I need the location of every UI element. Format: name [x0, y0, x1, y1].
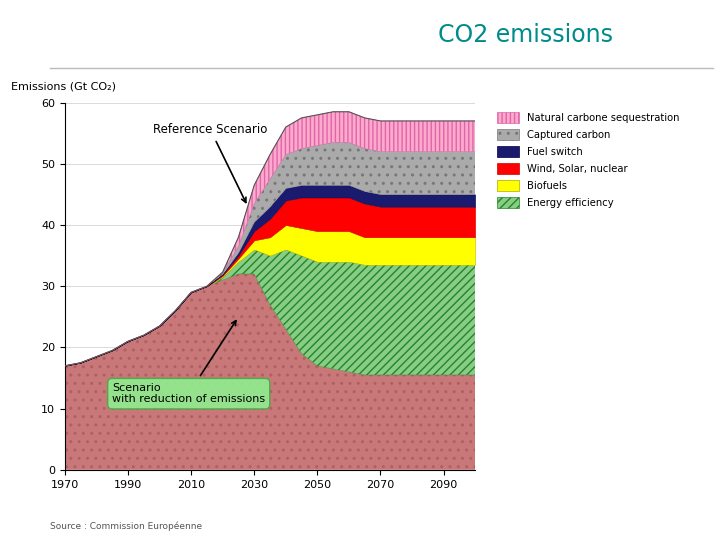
Text: Emissions (Gt CO₂): Emissions (Gt CO₂): [12, 82, 117, 92]
Legend: Natural carbone sequestration, Captured carbon, Fuel switch, Wind, Solar, nuclea: Natural carbone sequestration, Captured …: [492, 107, 683, 212]
Text: Scenario
with reduction of emissions: Scenario with reduction of emissions: [112, 321, 265, 404]
Text: CO2 emissions: CO2 emissions: [438, 23, 613, 47]
Text: Reference Scenario: Reference Scenario: [153, 123, 268, 202]
Text: Source : Commission Européenne: Source : Commission Européenne: [50, 522, 202, 531]
